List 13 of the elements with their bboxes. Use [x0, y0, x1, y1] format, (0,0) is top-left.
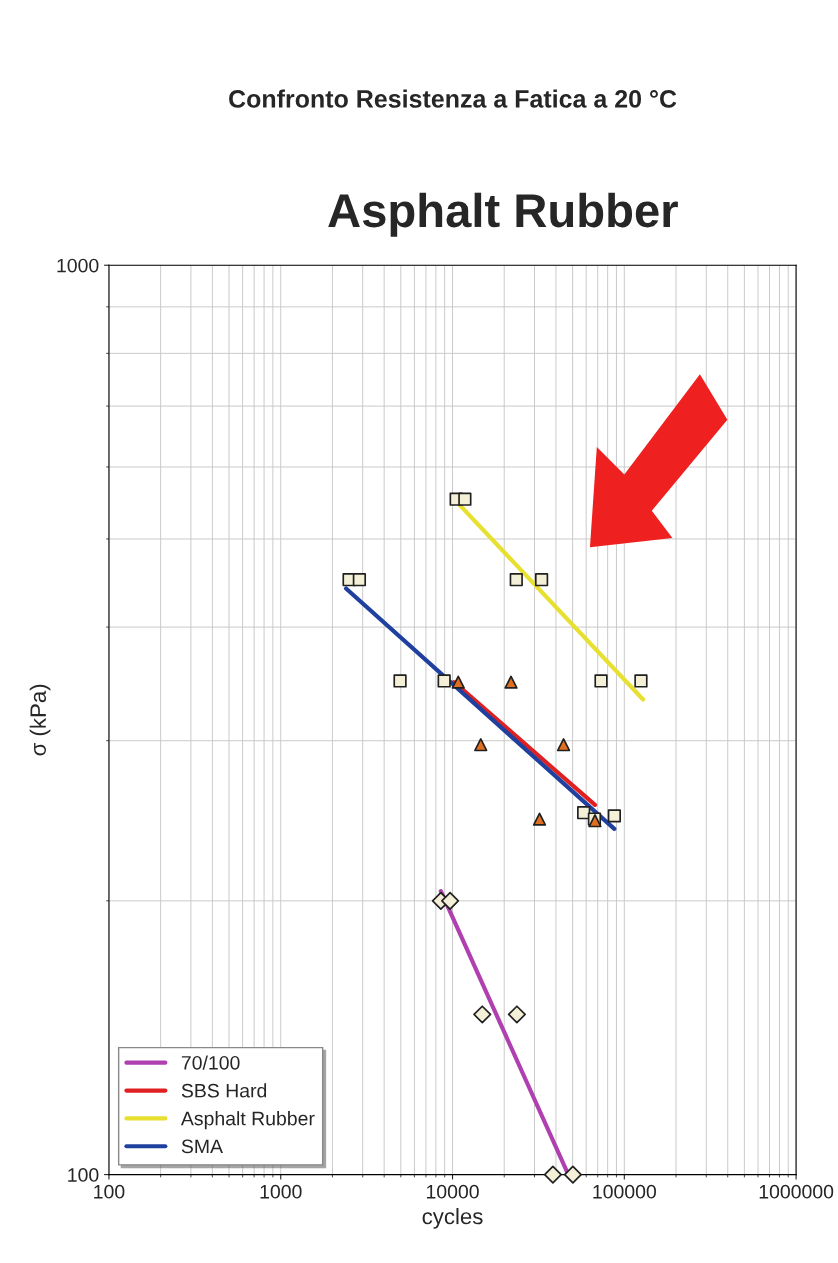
legend-label: SMA [181, 1139, 223, 1154]
x-tick-label: 1000000 [759, 1184, 834, 1199]
legend-label: SBS Hard [181, 1083, 267, 1098]
legend-label: Asphalt Rubber [180, 1111, 315, 1130]
x-axis-title: cycles [422, 1207, 483, 1229]
x-tick-label: 10000 [426, 1184, 479, 1199]
x-tick-label: 1000 [260, 1184, 302, 1199]
y-axis-title: σ (kPa) [29, 684, 51, 756]
chart-title: Confronto Resistenza a Fatica a 20 °C [229, 89, 677, 108]
x-tick-label: 100 [94, 1184, 125, 1199]
legend-label: 70/100 [181, 1055, 240, 1070]
x-tick-label: 100000 [593, 1184, 656, 1199]
text: Asphalt Rubber [328, 192, 678, 237]
